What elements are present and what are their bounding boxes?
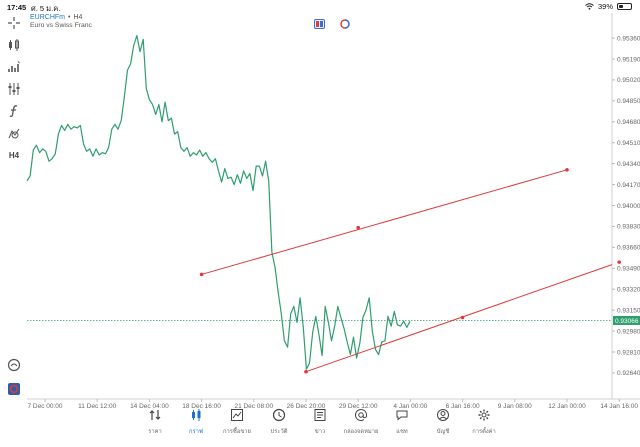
battery-percent: 39% <box>597 2 613 11</box>
timeframe-button[interactable]: H4 <box>8 150 20 160</box>
y-tick-label: 0.93490 <box>617 266 640 273</box>
settings-sliders-icon[interactable] <box>5 80 23 98</box>
symbol-header: EURCHFm • H4 Euro vs Swiss Franc <box>30 14 92 29</box>
nav-news[interactable]: ข่าว <box>296 408 344 436</box>
history-icon <box>272 408 286 422</box>
x-tick-label: 29 Dec 12:00 <box>339 403 378 410</box>
x-tick-label: 12 Jan 00:00 <box>548 403 586 410</box>
x-tick-label: 6 Jan 16:00 <box>446 403 480 410</box>
x-tick-label: 14 Jan 16:00 <box>600 403 638 410</box>
nav-chart[interactable]: กราฟ <box>172 408 220 436</box>
y-tick-label: 0.92810 <box>617 349 640 356</box>
symbol-separator: • <box>68 14 71 21</box>
indicators-icon[interactable] <box>5 58 23 76</box>
trendline-anchor <box>565 168 569 172</box>
trendline-anchor <box>356 225 361 230</box>
candles-icon <box>192 409 201 421</box>
nav-history-label: ประวัติ <box>270 429 288 435</box>
nav-trade[interactable]: การซื้อขาย <box>213 408 261 436</box>
y-tick-label: 0.92980 <box>617 328 640 335</box>
x-tick-label: 4 Jan 00:00 <box>393 403 427 410</box>
status-time: 17:45 <box>7 3 27 12</box>
nav-chat[interactable]: แชท <box>378 408 426 436</box>
y-tick-label: 0.93150 <box>617 307 640 314</box>
nav-chart-label: กราฟ <box>189 429 203 435</box>
trade-chart-icon <box>231 409 243 421</box>
symbol-line: EURCHFm • H4 <box>30 14 92 21</box>
trendline <box>201 169 568 275</box>
nav-settings-label: การตั้งค่า <box>472 429 496 435</box>
nav-history[interactable]: ประวัติ <box>255 408 303 436</box>
y-tick-label: 0.94170 <box>617 182 640 189</box>
x-tick-label: 21 Dec 08:00 <box>234 403 273 410</box>
y-tick-label: 0.93830 <box>617 224 640 231</box>
one-click-trade-icon[interactable] <box>314 19 325 29</box>
current-price-tag <box>613 315 640 325</box>
x-tick-label: 9 Jan 08:00 <box>498 403 532 410</box>
chart-type-icon[interactable] <box>5 36 23 54</box>
x-tick-label: 11 Dec 12:00 <box>78 403 117 410</box>
nav-quotes-label: ราคา <box>148 429 162 435</box>
y-tick-label: 0.92640 <box>617 370 640 377</box>
x-tick-label: 14 Dec 04:00 <box>130 403 169 410</box>
nav-trade-label: การซื้อขาย <box>223 429 251 435</box>
trendline-anchor <box>304 369 308 374</box>
nav-account-label: บัญชี <box>436 429 450 435</box>
function-icon[interactable] <box>5 102 23 120</box>
trendline <box>305 264 613 373</box>
bottom-nav: ราคา กราฟ การซื้อขาย ประวัติ ข่าว กล่องจ… <box>0 403 640 447</box>
user-icon <box>437 409 449 421</box>
nav-settings[interactable]: การตั้งค่า <box>460 408 508 436</box>
objects-icon[interactable] <box>5 124 23 142</box>
trendline-anchor <box>460 315 465 320</box>
x-tick-label: 26 Dec 20:00 <box>287 403 326 410</box>
symbol-description: Euro vs Swiss Franc <box>30 22 92 29</box>
nav-account[interactable]: บัญชี <box>419 408 467 436</box>
price-series-line <box>26 34 411 370</box>
y-tick-label: 0.95020 <box>617 77 640 84</box>
trade-circle-icon[interactable] <box>339 19 350 29</box>
status-date: ศ. 5 ม.ค. <box>31 4 61 13</box>
y-tick-label: 0.94340 <box>617 161 640 168</box>
y-tick-label: 0.94510 <box>617 140 640 147</box>
wifi-icon <box>585 3 594 10</box>
app-logo-icon[interactable] <box>5 380 23 398</box>
chat-icon <box>396 410 408 421</box>
nav-news-label: ข่าว <box>314 429 326 435</box>
y-tick-label: 0.93320 <box>617 287 640 294</box>
current-price-label: 0.93066 <box>615 318 639 325</box>
news-icon <box>314 409 326 421</box>
nav-mailbox-label: กล่องจดหมาย <box>343 429 379 435</box>
nav-chat-label: แชท <box>396 429 408 435</box>
y-tick-label: 0.95190 <box>617 56 640 63</box>
status-bar: 17:45 ศ. 5 ม.ค. 39% <box>0 0 640 14</box>
magnify-icon[interactable] <box>5 356 23 374</box>
y-tick-label: 0.93660 <box>617 245 640 252</box>
chart-trade-buttons <box>314 19 350 29</box>
symbol-name: EURCHFm <box>30 14 65 21</box>
symbol-timeframe: H4 <box>73 14 83 21</box>
y-tick-label: 0.95360 <box>617 35 640 42</box>
battery-fill <box>619 5 624 8</box>
y-tick-label: 0.94000 <box>617 203 640 210</box>
nav-quotes[interactable]: ราคา <box>131 408 179 436</box>
nav-mailbox[interactable]: กล่องจดหมาย <box>337 408 385 436</box>
x-tick-label: 7 Dec 00:00 <box>27 403 62 410</box>
trendline-anchor <box>199 272 204 277</box>
battery-icon <box>617 3 632 10</box>
arrows-updown-icon <box>149 410 161 420</box>
left-toolbar: H4 <box>0 12 28 402</box>
y-tick-label: 0.94680 <box>617 119 640 126</box>
trendline-anchor <box>617 260 621 264</box>
x-tick-label: 18 Dec 16:00 <box>182 403 221 410</box>
at-icon <box>355 409 368 421</box>
gear-icon <box>478 409 490 421</box>
y-tick-label: 0.94850 <box>617 98 640 105</box>
crosshair-icon[interactable] <box>5 14 23 32</box>
status-right: 39% <box>585 2 632 11</box>
